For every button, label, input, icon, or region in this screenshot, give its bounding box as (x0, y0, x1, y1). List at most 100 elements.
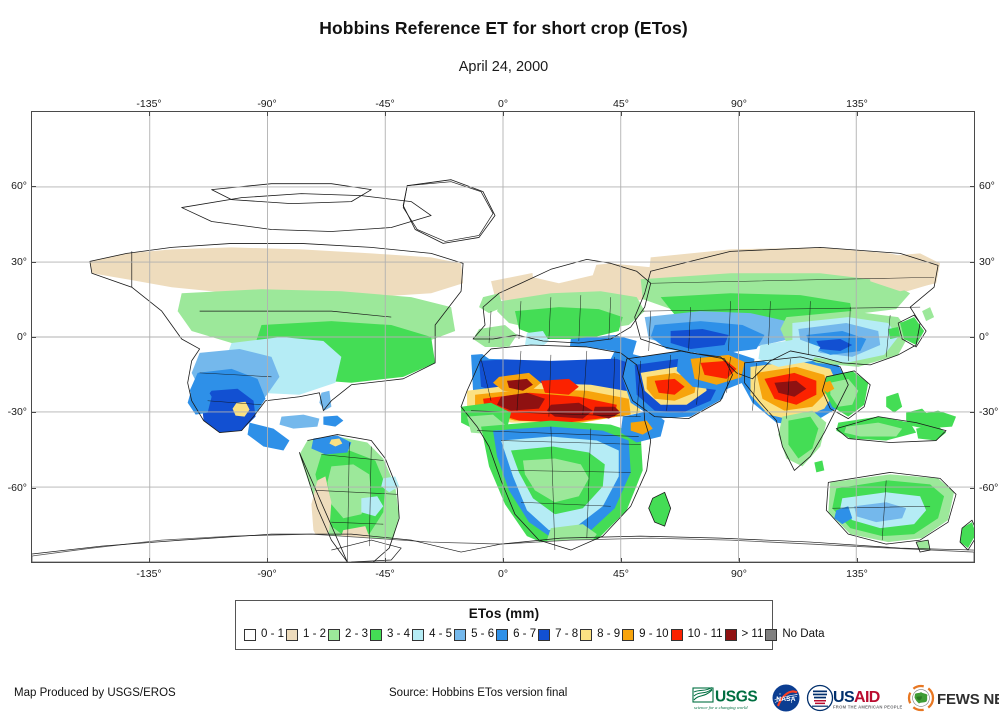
tick-top-0 (503, 111, 504, 116)
legend-entry[interactable]: 6 - 7 (496, 626, 536, 643)
legend-label: 3 - 4 (387, 627, 411, 640)
xtick-bottom-135: 135° (846, 568, 868, 580)
xtick-bottom--135: -135° (136, 568, 162, 580)
legend-entry[interactable]: 3 - 4 (370, 626, 410, 643)
ytick-right-60: 60° (979, 180, 995, 192)
legend-entries: 0 - 1 1 - 2 2 - 3 3 - 4 4 - 5 5 - 6 6 - 7 7 - 8… (244, 626, 825, 643)
legend-swatch (454, 628, 467, 641)
tick-top--135 (149, 111, 150, 116)
legend-entry[interactable]: 8 - 9 (580, 626, 620, 643)
footer-source: Source: Hobbins ETos version final (389, 687, 568, 699)
title-block: Hobbins Reference ET for short crop (ETo… (0, 0, 1007, 75)
legend-entry[interactable]: 0 - 1 (244, 626, 284, 643)
region-north-africa-sahara (461, 344, 651, 435)
region-north-america (89, 181, 502, 451)
tick-right-0 (970, 337, 975, 338)
legend-swatch (765, 628, 778, 641)
xtick-top-0: 0° (497, 98, 509, 110)
xtick-bottom-0: 0° (497, 568, 509, 580)
nasa-logo[interactable]: NASA (771, 683, 801, 713)
legend-label: 0 - 1 (261, 627, 285, 640)
legend-label: 8 - 9 (597, 627, 621, 640)
tick-right-30 (970, 262, 975, 263)
region-australia (828, 410, 974, 553)
tick-top--45 (385, 111, 386, 116)
tick-bottom--45 (385, 558, 386, 563)
legend-label: 4 - 5 (429, 627, 453, 640)
ytick-left-0: 0° (16, 331, 27, 343)
legend-entry[interactable]: 9 - 10 (622, 626, 669, 643)
tick-left--30 (31, 412, 36, 413)
map-legend[interactable]: ETos (mm) 0 - 1 1 - 2 2 - 3 3 - 4 4 - 5 5 - 6… (235, 600, 825, 650)
legend-label: No Data (782, 627, 825, 640)
usaid-logo[interactable]: US AID FROM THE AMERICAN PEOPLE (806, 683, 902, 713)
xtick-bottom-45: 45° (613, 568, 629, 580)
usgs-logo[interactable]: USGS science for a changing world (692, 683, 766, 713)
legend-entry[interactable]: 4 - 5 (412, 626, 452, 643)
tick-top-45 (621, 111, 622, 116)
tick-bottom--135 (149, 558, 150, 563)
legend-entry[interactable]: 5 - 6 (454, 626, 494, 643)
footer: Map Produced by USGS/EROS Source: Hobbin… (0, 680, 1007, 720)
legend-swatch (412, 628, 425, 641)
legend-label: 1 - 2 (303, 627, 327, 640)
legend-swatch (622, 628, 635, 641)
legend-entry[interactable]: No Data (765, 626, 825, 643)
legend-swatch (580, 628, 593, 641)
map-date-subtitle: April 24, 2000 (458, 59, 549, 75)
fewsnet-logo[interactable]: FEWS NET (907, 683, 999, 713)
legend-swatch (286, 628, 299, 641)
xtick-top--90: -90° (257, 98, 277, 110)
legend-entry[interactable]: 10 - 11 (670, 626, 723, 643)
legend-label: 2 - 3 (345, 627, 369, 640)
svg-text:science for a changing world: science for a changing world (694, 705, 748, 710)
svg-text:NASA: NASA (776, 696, 796, 703)
xtick-bottom-90: 90° (731, 568, 747, 580)
world-etos-map[interactable] (32, 112, 974, 562)
tick-bottom-45 (621, 558, 622, 563)
xtick-top--45: -45° (375, 98, 395, 110)
legend-entry[interactable]: > 11 (724, 626, 763, 643)
tick-bottom-90 (739, 558, 740, 563)
region-europe (473, 251, 663, 361)
legend-entry[interactable]: 1 - 2 (286, 626, 326, 643)
legend-entry[interactable]: 2 - 3 (328, 626, 368, 643)
tick-right-60 (970, 186, 975, 187)
tick-left--60 (31, 488, 36, 489)
map-frame[interactable] (31, 111, 975, 563)
legend-title: ETos (mm) (468, 606, 540, 621)
xtick-top-90: 90° (731, 98, 747, 110)
tick-right--30 (970, 412, 975, 413)
ytick-right--30: -30° (979, 406, 999, 418)
tick-top-90 (739, 111, 740, 116)
legend-label: 7 - 8 (555, 627, 579, 640)
svg-text:FROM THE AMERICAN PEOPLE: FROM THE AMERICAN PEOPLE (833, 705, 902, 710)
logo-bar: USGS science for a changing world NASA (692, 681, 999, 715)
ytick-right-30: 30° (979, 256, 995, 268)
coastlines-layer (32, 179, 974, 562)
legend-swatch (670, 628, 683, 641)
legend-swatch (244, 628, 256, 641)
country-borders-layer (199, 276, 935, 562)
xtick-bottom--90: -90° (257, 568, 277, 580)
legend-swatch (724, 628, 737, 641)
svg-text:AID: AID (854, 689, 880, 706)
legend-swatch (328, 628, 341, 641)
graticule-layer (32, 112, 974, 562)
ytick-left--60: -60° (7, 482, 27, 494)
legend-swatch (538, 628, 551, 641)
region-south-asia (740, 356, 849, 473)
svg-text:FEWS NET: FEWS NET (937, 691, 999, 708)
ytick-left-30: 30° (11, 256, 27, 268)
ytick-right--60: -60° (979, 482, 999, 494)
tick-top-135 (857, 111, 858, 116)
footer-credit: Map Produced by USGS/EROS (14, 687, 176, 699)
tick-bottom-0 (503, 558, 504, 563)
tick-left-60 (31, 186, 36, 187)
tick-left-0 (31, 337, 36, 338)
page-title: Hobbins Reference ET for short crop (ETo… (319, 18, 688, 38)
ytick-right-0: 0° (979, 331, 990, 343)
legend-label: 6 - 7 (513, 627, 537, 640)
tick-bottom-135 (857, 558, 858, 563)
legend-entry[interactable]: 7 - 8 (538, 626, 578, 643)
